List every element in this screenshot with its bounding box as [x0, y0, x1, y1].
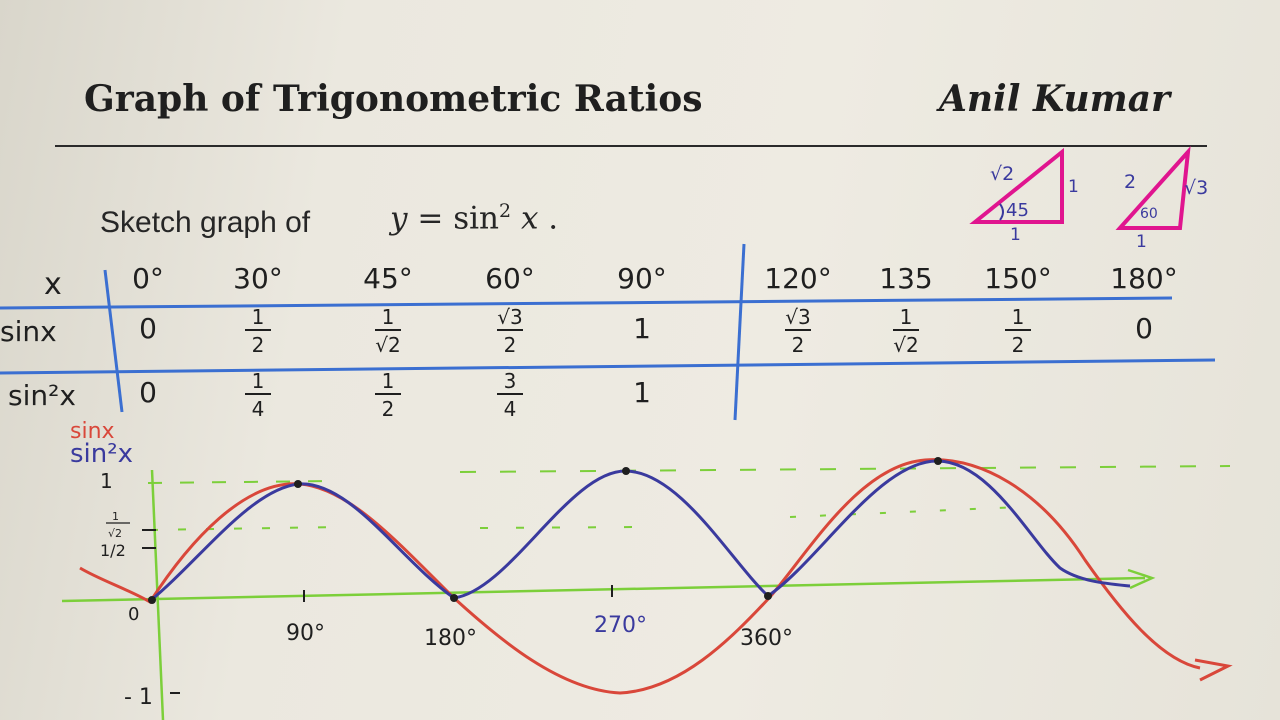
table-line-half-divider	[733, 243, 746, 421]
row-label-x: x	[44, 267, 62, 302]
legend-sin2x: sin²x	[70, 439, 133, 469]
x-axis	[61, 576, 1146, 603]
graph: sinx sin²x 1 1 √2 1/2 - 1 0 90° 180° 270…	[61, 419, 1233, 720]
table-cell-x: 150°	[984, 262, 1051, 295]
table-cell-sinx-num: 1	[382, 305, 395, 329]
guide-dashed-1-right	[459, 465, 1231, 473]
table-cell-sin2x-num: 3	[504, 369, 517, 393]
table-cell-x: 60°	[485, 262, 535, 295]
table-cell-x: 0°	[132, 262, 164, 295]
table-cell-sinx: 1	[633, 312, 651, 345]
table-cell-sinx: 0	[139, 312, 157, 345]
table-cell-sinx-den: 2	[504, 333, 517, 357]
guide-dashed-inv-sqrt2-mid	[479, 526, 641, 529]
sin2x-curve	[149, 459, 1131, 603]
formula-exp: 2	[499, 200, 512, 222]
triangle-45-shape	[969, 147, 1064, 224]
sinx-arrow	[1194, 658, 1233, 682]
y-label-inv-sqrt2-num: 1	[112, 510, 119, 523]
y-label-half: 1/2	[100, 541, 126, 560]
table-cell-sinx-den: 2	[792, 333, 805, 357]
table-cell-sin2x: 1	[633, 376, 651, 409]
x-label-90: 90°	[286, 621, 325, 646]
table-cell-x: 180°	[1110, 262, 1177, 295]
guide-dashed-inv-sqrt2	[149, 526, 341, 531]
table-line-top	[0, 296, 1173, 310]
point-270	[622, 467, 630, 475]
table-cell-sinx-num: √3	[497, 305, 522, 329]
page-title: Graph of Trigonometric Ratios	[84, 78, 703, 120]
table-cell-sin2x-den: 4	[504, 397, 517, 421]
table-cell-x: 120°	[764, 262, 831, 295]
triangle-45-side-bottom: 1	[1010, 225, 1021, 245]
triangle-60-angle: 60	[1140, 206, 1158, 222]
table-cell-x: 45°	[363, 262, 413, 295]
table-cell-sinx-num: 1	[1012, 305, 1025, 329]
y-label-one: 1	[100, 469, 113, 493]
table-cell-sin2x-den: 2	[382, 397, 395, 421]
x-label-270: 270°	[594, 613, 647, 638]
triangle-60-side-right: √3	[1184, 177, 1208, 199]
table-line-label-divider	[103, 269, 124, 413]
formula-y: y	[390, 200, 408, 237]
table-cell-sinx-num: 1	[900, 305, 913, 329]
table-cell-sin2x-den: 4	[252, 397, 265, 421]
point-180	[450, 594, 458, 602]
table-cell-x: 90°	[617, 262, 667, 295]
legend-sinx: sinx	[70, 419, 115, 444]
triangle-45-angle: 45	[1006, 200, 1029, 221]
table-cell-sinx: 0	[1135, 312, 1153, 345]
table-cell-sinx-num: 1	[252, 305, 265, 329]
point-360	[764, 592, 772, 600]
triangle-60: 2 √3 1 60	[1115, 146, 1208, 252]
triangle-45: √2 1 1 45	[969, 147, 1079, 245]
triangle-45-angle-arc	[999, 203, 1004, 221]
table-cell-sinx-den: 2	[1012, 333, 1025, 357]
formula-dot: .	[538, 200, 559, 237]
x-axis-arrow	[1127, 568, 1156, 590]
table-cell-sinx-num: √3	[785, 305, 810, 329]
triangle-60-side-bottom: 1	[1136, 232, 1147, 252]
x-label-360: 360°	[740, 626, 793, 651]
row-label-sinx: sinx	[0, 315, 57, 348]
y-label-inv-sqrt2-den: √2	[108, 527, 122, 540]
prompt-formula: y = sin2 x .	[390, 200, 558, 236]
table-cell-sin2x-num: 1	[382, 369, 395, 393]
table-cell-sinx-den: 2	[252, 333, 265, 357]
table-cell-sin2x-num: 1	[252, 369, 265, 393]
point-90	[294, 480, 302, 488]
sinx-curve	[79, 458, 1201, 695]
prompt-text: Sketch graph of	[100, 206, 311, 239]
formula-eq: = sin	[407, 200, 499, 237]
table-cell-x: 135	[879, 262, 932, 295]
table-cell-x: 30°	[233, 262, 283, 295]
triangle-60-hyp: 2	[1124, 171, 1136, 193]
y-label-minus-one: - 1	[124, 685, 153, 710]
table-line-mid	[0, 358, 1216, 375]
triangle-45-side-right: 1	[1068, 177, 1079, 197]
table-cells: 0° 30° 45° 60° 90° 120° 135 150° 180° 0 1 2 1 √2 √3 2 1 √…	[132, 262, 1178, 421]
point-origin	[148, 596, 156, 604]
x-label-180: 180°	[424, 626, 477, 651]
x-label-0: 0	[128, 604, 139, 625]
author-name: Anil Kumar	[938, 78, 1170, 120]
guide-dashed-inv-sqrt2-right	[789, 506, 1021, 518]
triangle-45-hyp: √2	[990, 163, 1014, 185]
triangle-60-shape	[1115, 146, 1191, 230]
formula-x: x	[511, 200, 539, 237]
point-450	[934, 457, 942, 465]
table-cell-sinx-den: √2	[375, 333, 400, 357]
row-label-sin2x: sin²x	[8, 379, 76, 412]
title-divider	[55, 145, 1207, 147]
table-cell-sin2x: 0	[139, 376, 157, 409]
table-cell-sinx-den: √2	[893, 333, 918, 357]
